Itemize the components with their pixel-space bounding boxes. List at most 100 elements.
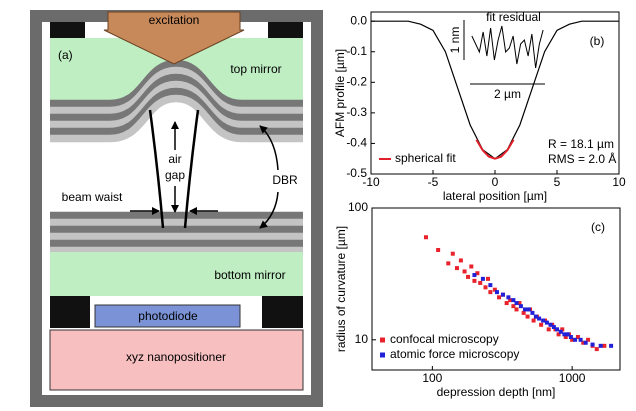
y-tick-label: -0.3: [346, 105, 367, 119]
point: [450, 251, 455, 256]
point: [573, 337, 578, 342]
x-tick-label: 5: [554, 175, 561, 189]
clamp: [268, 22, 303, 38]
point: [497, 295, 502, 300]
schematic: excitation (a) top mirror bottom mirror …: [30, 10, 323, 407]
point: [472, 273, 477, 278]
dbr-layer: [50, 87, 303, 136]
clamp: [50, 22, 85, 38]
point: [478, 280, 483, 285]
dbr-layer: [50, 80, 303, 129]
panel-label: (c): [591, 220, 605, 234]
point: [531, 318, 536, 323]
y-tick-label: 10: [355, 332, 369, 346]
point: [556, 332, 561, 337]
point: [537, 316, 542, 321]
point: [423, 235, 428, 240]
point: [526, 307, 531, 312]
point: [594, 347, 599, 352]
point: [586, 337, 591, 342]
point: [598, 343, 603, 348]
point: [558, 329, 563, 334]
x-tick-label: 10: [612, 175, 626, 189]
point: [602, 343, 607, 348]
point: [504, 301, 509, 306]
point: [525, 314, 530, 319]
point: [570, 337, 575, 342]
point: [562, 332, 567, 337]
inset-title: fit residual: [486, 10, 541, 24]
beam-edge: [148, 109, 165, 229]
point: [518, 304, 523, 309]
bottom-mirror-label: bottom mirror: [214, 268, 285, 282]
charts: -10 -5 0 5 10 0.0 -0.1 -0.2 -0.3 -0.4 -0.5 lateral …: [333, 10, 626, 399]
point: [609, 343, 614, 348]
excitation-label: excitation: [149, 13, 200, 27]
point: [546, 327, 551, 332]
annotation: R = 18.1 µm: [548, 137, 614, 151]
point: [560, 327, 565, 332]
y-tick-label: -0.4: [346, 136, 367, 150]
dbr-label: DBR: [272, 173, 298, 187]
point: [492, 287, 497, 292]
point: [506, 295, 511, 300]
point: [472, 278, 477, 283]
legend-label: atomic force microscopy: [390, 347, 519, 361]
excitation-arrow: [103, 11, 245, 65]
point: [475, 271, 480, 276]
point: [511, 304, 516, 309]
y-tick-label: 0.0: [350, 13, 367, 27]
arrow: [259, 125, 279, 171]
point: [480, 276, 485, 281]
point: [551, 325, 556, 330]
photodiode-label: photodiode: [138, 309, 198, 323]
point: [494, 290, 499, 295]
point: [575, 335, 580, 340]
point: [469, 264, 474, 269]
mount: [262, 296, 303, 328]
nanopositioner-label: xyz nanopositioner: [126, 350, 226, 364]
bottom-mirror-substrate: [50, 252, 303, 296]
point: [533, 314, 538, 319]
dbr-layer: [50, 94, 303, 143]
legend-label: confocal microscopy: [390, 332, 499, 346]
y-axis-label: radius of curvature [µm]: [334, 226, 348, 352]
point: [522, 307, 527, 312]
point: [462, 269, 467, 274]
y-tick-label: -0.1: [346, 44, 367, 58]
point: [514, 307, 519, 312]
legend-swatch: [380, 337, 385, 343]
point: [446, 261, 451, 266]
point: [454, 266, 459, 271]
dbr-layer: [50, 66, 303, 115]
point: [488, 290, 493, 295]
panel-label: (b): [590, 34, 605, 48]
point: [483, 285, 488, 290]
air-gap-label: gap: [165, 168, 185, 182]
residual-line: [471, 25, 544, 69]
beam-edge: [183, 109, 200, 229]
panel-label: (a): [58, 48, 73, 62]
annotation: RMS = 2.0 Å: [548, 151, 616, 166]
scale-label: 1 nm: [448, 27, 462, 54]
point: [541, 318, 546, 323]
x-tick-label: -10: [362, 175, 380, 189]
point: [530, 310, 535, 315]
y-axis-label: AFM profile [µm]: [333, 49, 347, 137]
point: [488, 283, 493, 288]
point: [578, 337, 583, 342]
point: [521, 310, 526, 315]
x-tick-label: 1000: [559, 371, 586, 385]
mount: [50, 296, 90, 328]
x-axis-label: lateral position [µm]: [443, 189, 547, 203]
y-tick-label: 100: [348, 200, 368, 214]
nanopositioner: [49, 329, 304, 391]
point: [565, 332, 570, 337]
top-mirror-label: top mirror: [230, 62, 281, 76]
point: [544, 320, 549, 325]
x-tick-label: 0: [492, 175, 499, 189]
scale-label: 2 µm: [494, 87, 521, 101]
beam-waist-label: beam waist: [62, 190, 123, 204]
point: [581, 340, 586, 345]
